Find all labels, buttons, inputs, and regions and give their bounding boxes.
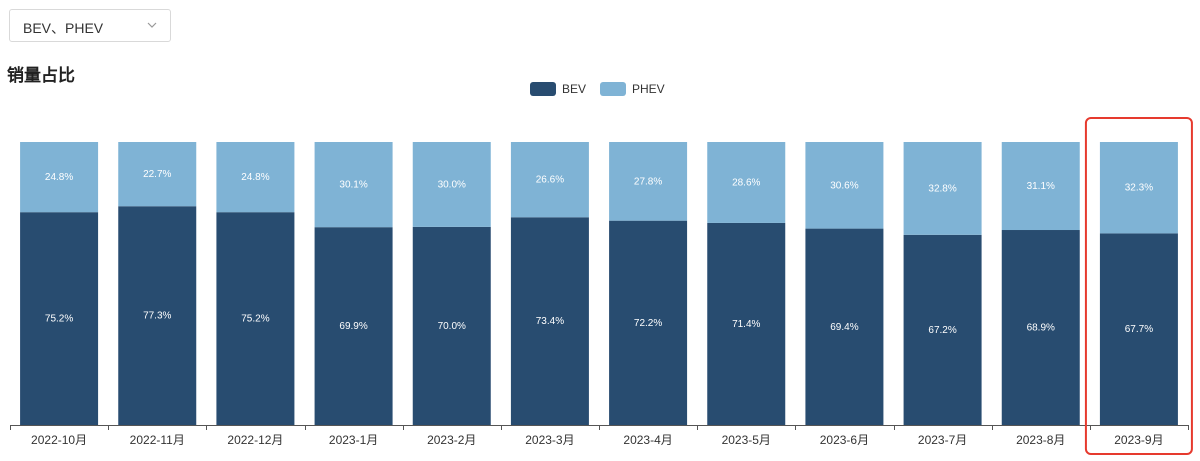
bar-bev[interactable] [20, 212, 99, 425]
data-label-phev: 32.3% [1125, 183, 1153, 194]
data-label-bev: 70.0% [438, 321, 466, 332]
bar-bev[interactable] [1099, 233, 1178, 425]
x-tick-label: 2023-2月 [427, 433, 476, 447]
bar-bev[interactable] [903, 234, 982, 425]
data-label-phev: 31.1% [1027, 181, 1055, 192]
bar-phev[interactable] [903, 142, 982, 235]
bar-phev[interactable] [412, 142, 491, 227]
x-tick-label: 2022-12月 [227, 433, 283, 447]
bar-phev[interactable] [1001, 142, 1080, 231]
x-tick-label: 2023-9月 [1114, 433, 1163, 447]
data-label-phev: 26.6% [536, 175, 564, 186]
highlight-box [1084, 117, 1193, 455]
bar-bev[interactable] [707, 222, 786, 425]
x-tick-label: 2023-8月 [1016, 433, 1065, 447]
data-label-phev: 30.6% [830, 180, 858, 191]
data-label-bev: 69.4% [830, 322, 858, 333]
legend-label-phev: PHEV [632, 82, 665, 96]
bar-phev[interactable] [805, 142, 884, 229]
bar-bev[interactable] [118, 206, 197, 425]
data-label-bev: 73.4% [536, 316, 564, 327]
chevron-down-icon [147, 22, 157, 28]
data-label-phev: 30.1% [339, 180, 367, 191]
data-label-phev: 28.6% [732, 177, 760, 188]
bar-bev[interactable] [412, 226, 491, 425]
legend-label-bev: BEV [562, 82, 586, 96]
legend-swatch-phev [600, 82, 626, 96]
data-label-bev: 69.9% [339, 321, 367, 332]
x-tick-label: 2023-3月 [525, 433, 574, 447]
bar-phev[interactable] [510, 142, 589, 218]
bar-phev[interactable] [20, 142, 99, 213]
bar-phev[interactable] [609, 142, 688, 221]
bar-bev[interactable] [216, 212, 295, 425]
bar-bev[interactable] [609, 220, 688, 425]
bar-bev[interactable] [1001, 230, 1080, 425]
data-label-phev: 32.8% [928, 183, 956, 194]
legend-swatch-bev [530, 82, 556, 96]
bar-phev[interactable] [707, 142, 786, 223]
bar-bev[interactable] [805, 228, 884, 425]
data-label-phev: 27.8% [634, 176, 662, 187]
x-tick-label: 2022-11月 [130, 433, 185, 447]
x-tick-label: 2023-1月 [329, 433, 378, 447]
x-tick-label: 2023-4月 [623, 433, 672, 447]
bar-phev[interactable] [1099, 142, 1178, 234]
data-label-phev: 24.8% [45, 172, 73, 183]
bar-phev[interactable] [216, 142, 295, 213]
data-label-bev: 67.7% [1125, 324, 1153, 335]
series-select-dropdown[interactable]: BEV、PHEV [9, 9, 171, 42]
x-tick-label: 2023-7月 [918, 433, 967, 447]
data-label-phev: 24.8% [241, 172, 269, 183]
x-tick-label: 2023-5月 [722, 433, 771, 447]
data-label-bev: 72.2% [634, 318, 662, 329]
data-label-bev: 75.2% [241, 314, 269, 325]
data-label-bev: 77.3% [143, 311, 171, 322]
bar-bev[interactable] [510, 217, 589, 425]
bar-phev[interactable] [118, 142, 197, 207]
bar-bev[interactable] [314, 227, 393, 425]
data-label-phev: 30.0% [438, 179, 466, 190]
data-label-phev: 22.7% [143, 169, 171, 180]
data-label-bev: 71.4% [732, 319, 760, 330]
x-tick-label: 2023-6月 [820, 433, 869, 447]
data-label-bev: 67.2% [928, 325, 956, 336]
data-label-bev: 68.9% [1027, 323, 1055, 334]
data-label-bev: 75.2% [45, 314, 73, 325]
bar-phev[interactable] [314, 142, 393, 228]
x-tick-label: 2022-10月 [31, 433, 87, 447]
section-title: 销量占比 [7, 66, 75, 85]
series-select-value: BEV、PHEV [23, 20, 104, 36]
